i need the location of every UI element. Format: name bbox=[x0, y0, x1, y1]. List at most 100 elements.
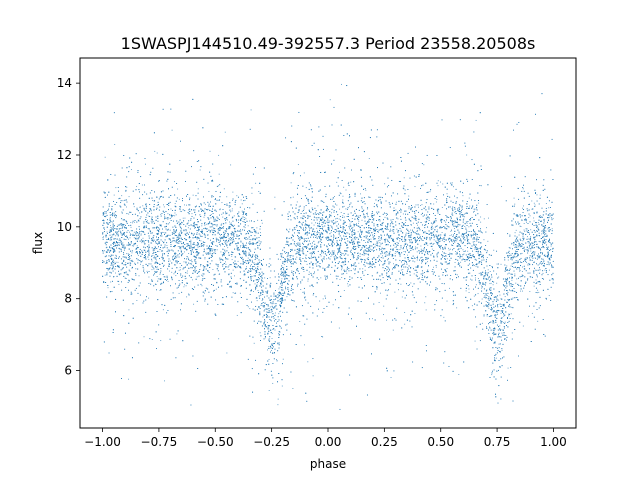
data-point bbox=[303, 268, 305, 270]
data-point bbox=[520, 290, 522, 292]
data-point bbox=[420, 213, 422, 215]
data-point bbox=[537, 243, 538, 245]
data-point bbox=[366, 258, 368, 260]
data-point bbox=[353, 246, 355, 247]
data-point bbox=[299, 245, 301, 247]
data-point bbox=[281, 385, 283, 387]
data-point bbox=[508, 315, 510, 317]
data-point bbox=[465, 227, 467, 229]
data-point bbox=[371, 215, 373, 217]
data-point bbox=[224, 242, 226, 244]
data-point bbox=[403, 223, 405, 225]
data-point bbox=[334, 258, 335, 259]
data-point bbox=[221, 202, 223, 204]
data-point bbox=[414, 186, 416, 188]
data-point bbox=[511, 306, 513, 308]
data-point bbox=[431, 248, 433, 250]
data-point bbox=[531, 312, 533, 314]
data-point bbox=[160, 213, 162, 215]
data-point bbox=[177, 188, 179, 190]
data-point bbox=[237, 249, 238, 251]
data-point bbox=[525, 219, 527, 220]
data-point bbox=[291, 248, 293, 250]
data-point bbox=[393, 263, 394, 265]
data-point bbox=[105, 241, 107, 243]
data-point bbox=[351, 239, 352, 241]
data-point bbox=[130, 221, 132, 223]
data-point bbox=[166, 279, 167, 281]
data-point bbox=[407, 243, 408, 245]
data-point bbox=[268, 390, 270, 391]
data-point bbox=[531, 208, 533, 210]
data-point bbox=[150, 220, 152, 222]
data-point bbox=[543, 229, 545, 231]
data-point bbox=[386, 227, 388, 229]
data-point bbox=[359, 241, 361, 243]
data-point bbox=[200, 235, 201, 237]
data-point bbox=[281, 282, 282, 284]
data-point bbox=[403, 224, 405, 226]
data-point bbox=[386, 319, 388, 321]
data-point bbox=[177, 246, 179, 247]
data-point bbox=[322, 298, 324, 300]
data-point bbox=[118, 239, 120, 241]
data-point bbox=[113, 212, 115, 214]
data-point bbox=[514, 273, 516, 275]
data-point bbox=[186, 296, 188, 298]
data-point bbox=[296, 201, 298, 203]
data-point bbox=[446, 216, 448, 218]
data-point bbox=[153, 222, 155, 224]
data-point bbox=[294, 244, 296, 246]
data-point bbox=[274, 312, 276, 314]
data-point bbox=[244, 217, 246, 218]
data-point bbox=[534, 269, 536, 271]
data-point bbox=[170, 208, 172, 210]
data-point bbox=[128, 238, 129, 240]
data-point bbox=[296, 244, 298, 246]
data-point bbox=[416, 259, 418, 261]
data-point bbox=[258, 191, 260, 192]
data-point bbox=[509, 253, 511, 255]
data-point bbox=[186, 204, 187, 206]
data-point bbox=[228, 273, 230, 275]
data-point bbox=[464, 216, 466, 218]
data-point bbox=[202, 273, 204, 275]
data-point bbox=[543, 218, 545, 220]
data-point bbox=[527, 263, 529, 265]
data-point bbox=[533, 285, 535, 287]
data-point bbox=[174, 215, 176, 217]
data-point bbox=[209, 150, 211, 152]
data-point bbox=[452, 210, 454, 212]
data-point bbox=[416, 251, 418, 253]
data-point bbox=[364, 260, 366, 262]
data-point bbox=[192, 194, 194, 196]
data-point bbox=[436, 243, 438, 245]
data-point bbox=[415, 204, 417, 206]
data-point bbox=[529, 246, 531, 248]
data-point bbox=[409, 235, 411, 236]
data-point bbox=[400, 283, 402, 285]
data-point bbox=[153, 237, 154, 239]
data-point bbox=[477, 249, 478, 250]
data-point bbox=[459, 254, 461, 256]
data-point bbox=[395, 209, 397, 211]
data-point bbox=[394, 246, 396, 248]
data-point bbox=[442, 183, 444, 185]
data-point bbox=[437, 180, 439, 182]
data-point bbox=[228, 269, 230, 270]
data-point bbox=[368, 222, 370, 223]
data-point bbox=[272, 382, 274, 384]
data-point bbox=[320, 277, 322, 279]
data-point bbox=[199, 169, 201, 171]
data-point bbox=[359, 236, 361, 238]
data-point bbox=[386, 273, 388, 275]
data-point bbox=[203, 228, 204, 230]
data-point bbox=[425, 249, 427, 251]
data-point bbox=[453, 240, 455, 242]
data-point bbox=[535, 246, 537, 248]
data-point bbox=[338, 327, 340, 329]
data-point bbox=[461, 211, 463, 213]
data-point bbox=[326, 236, 328, 238]
data-point bbox=[417, 257, 418, 258]
data-point bbox=[404, 189, 406, 191]
